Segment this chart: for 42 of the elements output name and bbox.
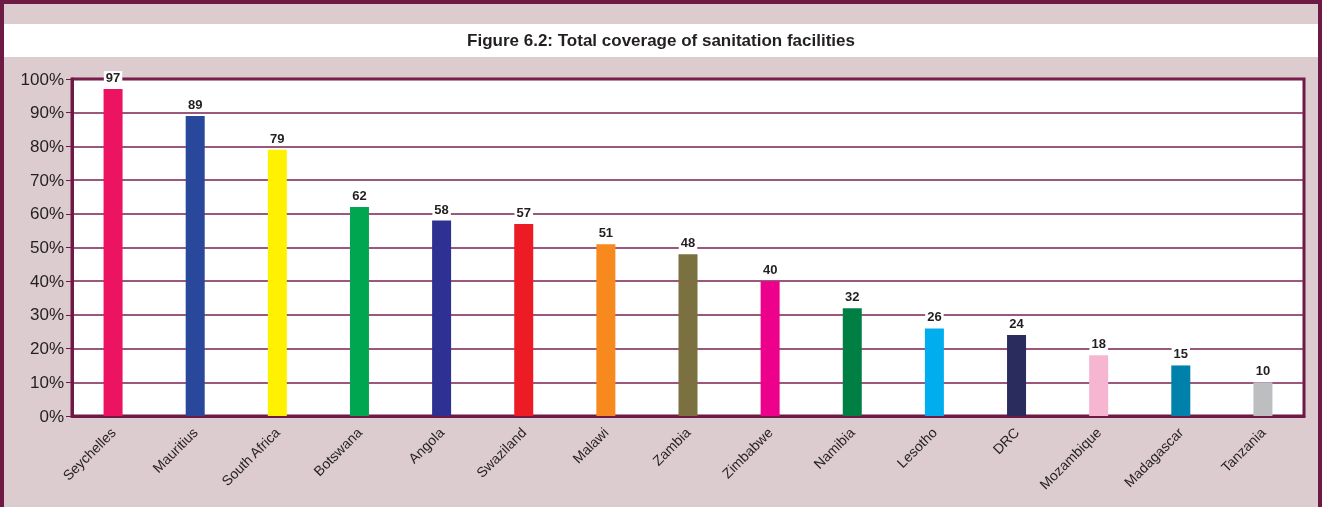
bar [349, 207, 369, 416]
data-label: 40 [762, 262, 778, 278]
y-tick-label: 30% [29, 305, 64, 325]
bar [842, 308, 862, 416]
bar [432, 220, 452, 416]
y-tick-label: 20% [29, 339, 64, 359]
data-label: 58 [434, 201, 449, 217]
data-label: 57 [516, 204, 531, 220]
data-label: 24 [1009, 316, 1025, 332]
y-tick-label: 10% [29, 372, 64, 392]
bar [678, 254, 698, 416]
y-tick-label: 0% [39, 406, 64, 426]
data-label: 79 [270, 130, 285, 146]
data-label: 89 [187, 97, 203, 113]
bar [267, 149, 287, 416]
y-tick-label: 80% [29, 136, 64, 156]
data-label: 18 [1091, 336, 1106, 352]
data-label: 51 [598, 225, 614, 241]
chart-title: Figure 6.2: Total coverage of sanitation facilities [467, 31, 855, 50]
bar [1007, 335, 1027, 416]
y-tick-label: 100% [20, 69, 64, 89]
bar [924, 328, 944, 416]
bar [514, 223, 534, 416]
bar [1253, 382, 1273, 416]
data-label: 26 [927, 309, 942, 325]
y-tick-label: 50% [29, 238, 64, 257]
data-label: 10 [1255, 363, 1271, 379]
data-label: 62 [352, 188, 367, 204]
y-tick-label: 90% [29, 103, 64, 123]
data-label: 48 [680, 235, 696, 251]
data-label: 15 [1173, 346, 1189, 362]
y-tick-label: 70% [29, 170, 64, 190]
bar [596, 244, 616, 416]
bar [185, 116, 205, 416]
y-tick-label: 60% [29, 204, 64, 224]
y-tick-label: 40% [29, 271, 64, 291]
data-label: 32 [845, 289, 860, 305]
data-label: 97 [105, 70, 121, 86]
bar [1089, 355, 1109, 416]
bar [760, 281, 780, 416]
bar [103, 89, 123, 416]
bar [1171, 365, 1191, 416]
